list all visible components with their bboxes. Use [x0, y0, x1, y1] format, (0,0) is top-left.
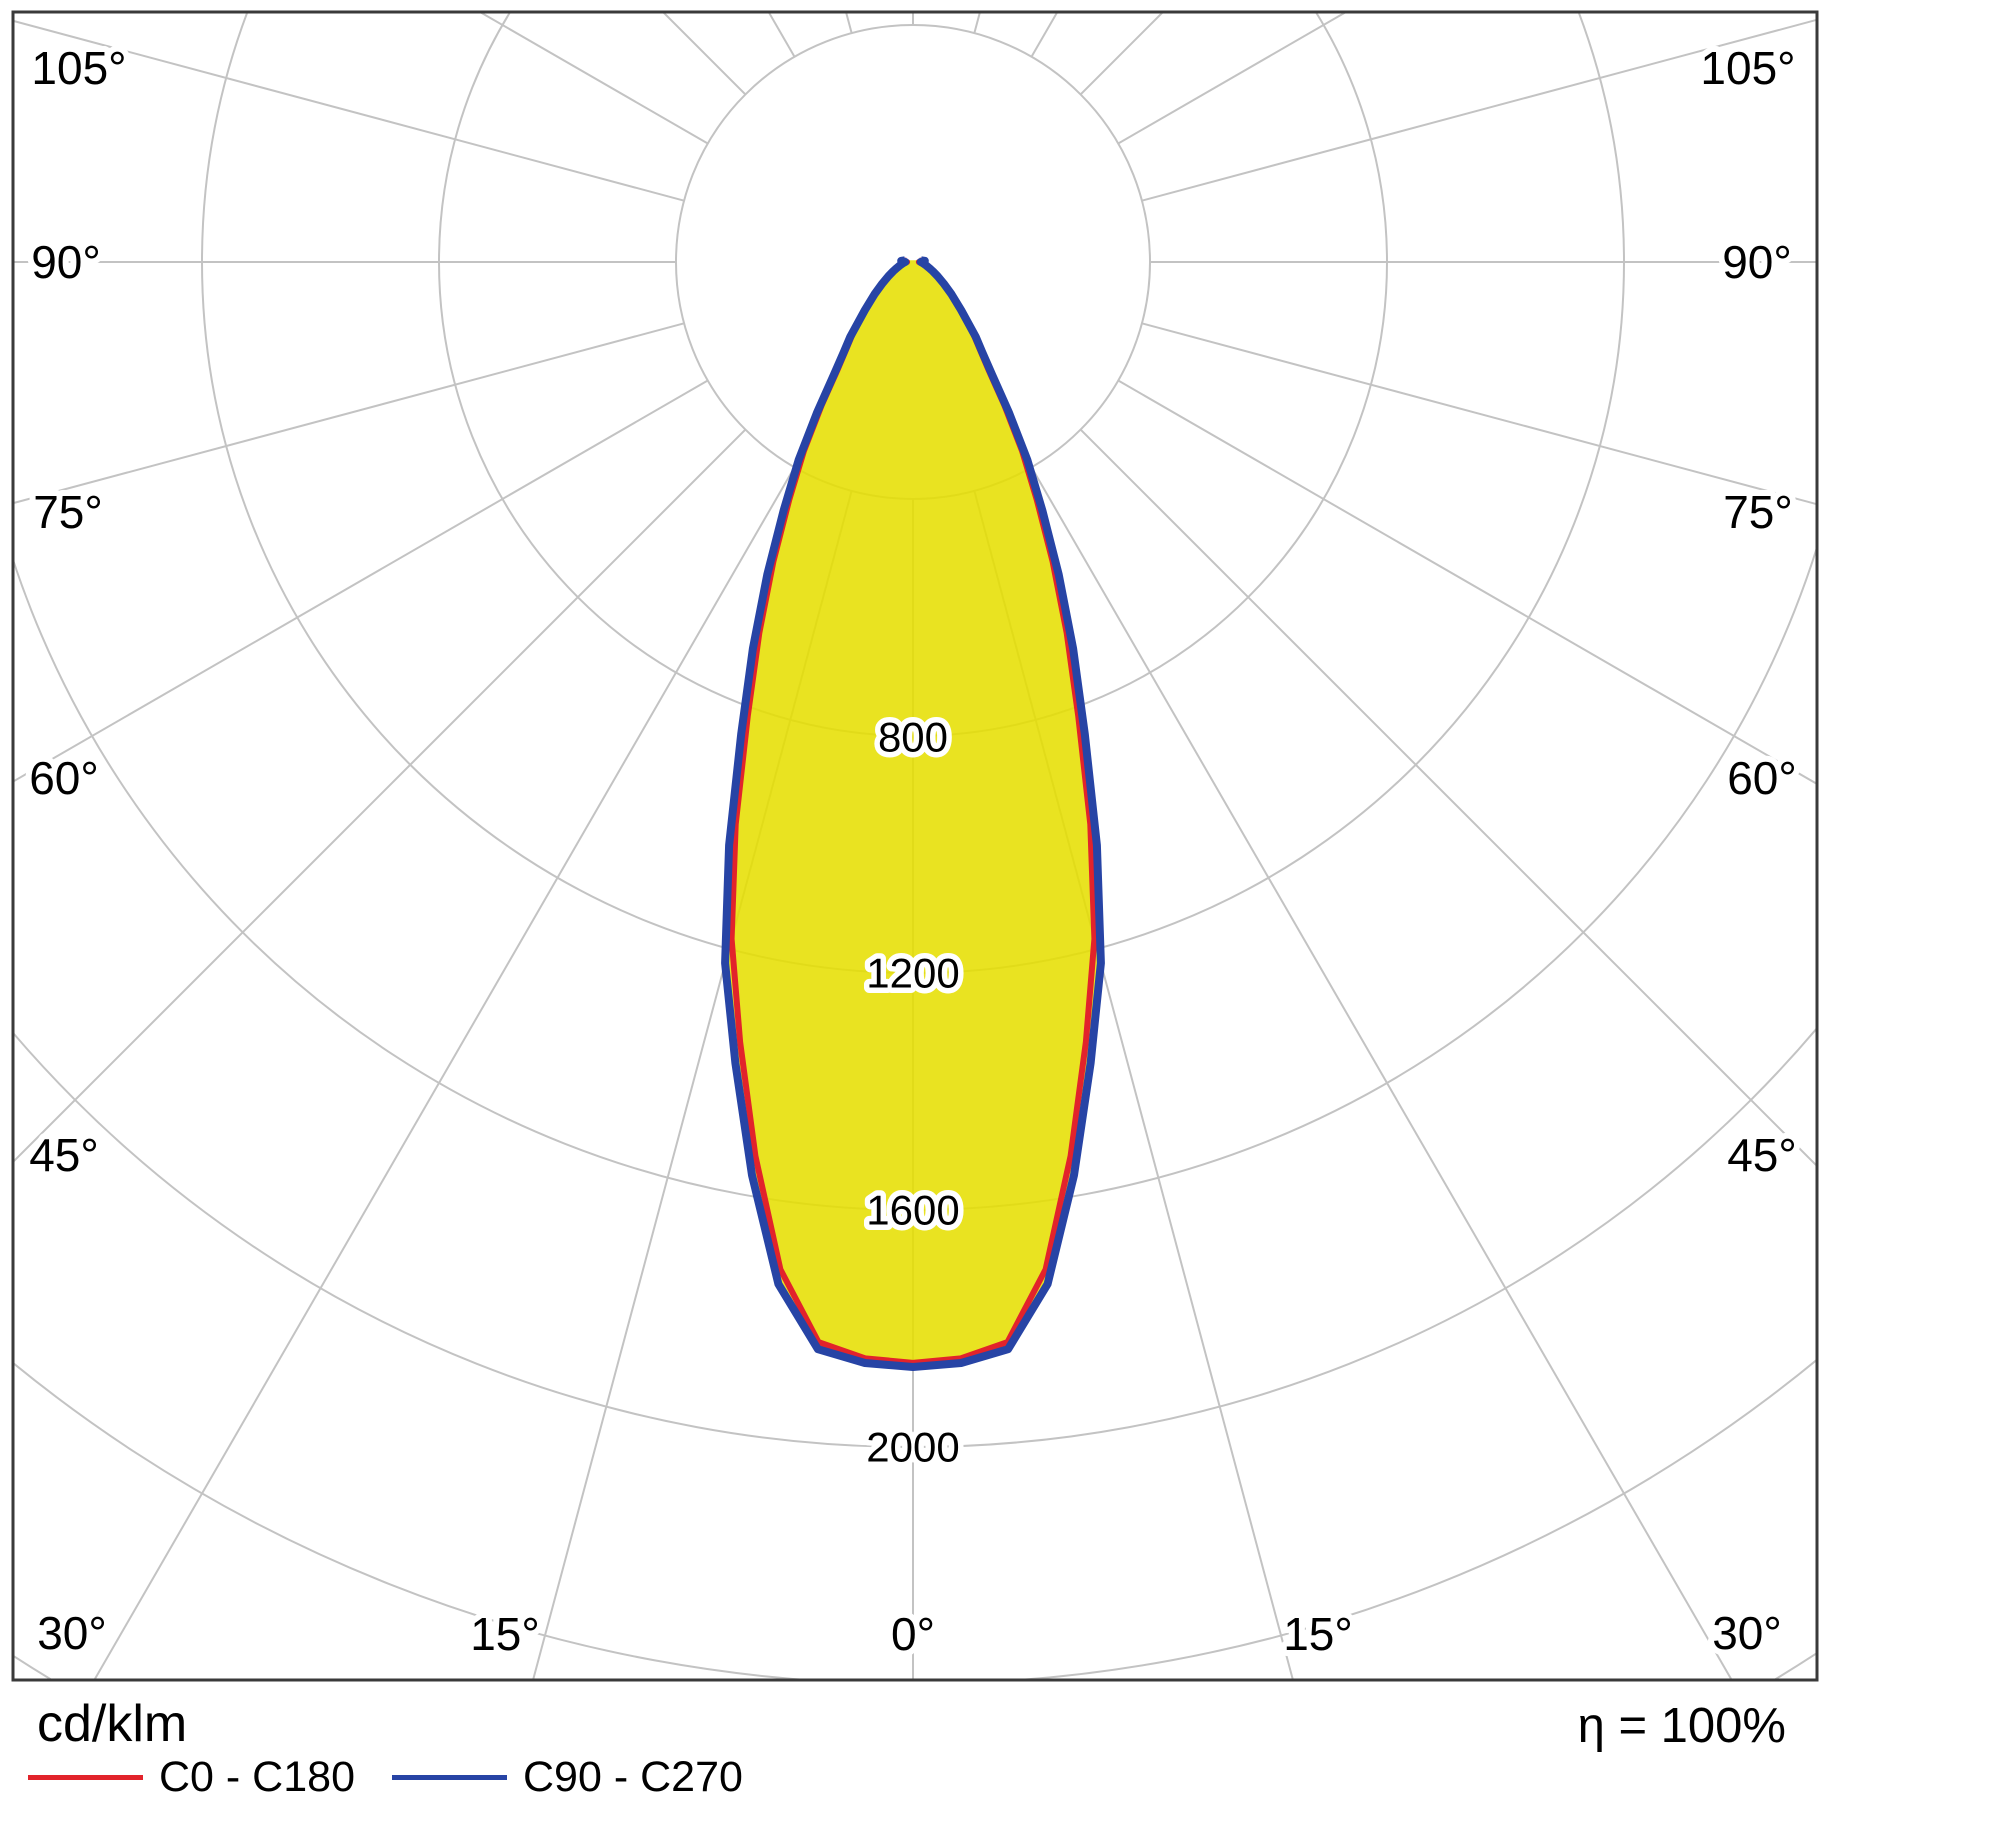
grid-ray-165	[844, 12, 853, 34]
grid-ray-75	[13, 322, 685, 505]
radial-tick-label-2000: 2000	[866, 1424, 959, 1471]
curve-c90-c270	[721, 256, 1105, 1371]
grid-ray-45	[1079, 428, 1817, 1168]
grid-ray-60	[13, 379, 709, 783]
radial-tick-label-1600: 1600	[866, 1187, 959, 1234]
angle-tick-label-4: 45°	[29, 1129, 99, 1181]
legend-label-c90-c270: C90 - C270	[523, 1752, 743, 1801]
angle-tick-label-14: 105°	[1700, 42, 1795, 94]
efficiency-label: η = 100%	[1577, 1699, 1786, 1753]
grid-ray-30	[1030, 466, 1733, 1680]
grid-ray-150	[1030, 12, 1059, 58]
angle-tick-label-11: 60°	[1727, 752, 1797, 804]
grid-ray-105	[13, 19, 685, 202]
angle-tick-label-5: 30°	[37, 1607, 107, 1659]
angle-tick-label-7: 0°	[891, 1608, 935, 1660]
grid-ray-135	[1079, 12, 1165, 96]
angle-tick-label-6: 15°	[470, 1608, 540, 1660]
legend-swatch-c90-c270	[392, 1774, 507, 1780]
beam-fill	[725, 260, 1101, 1367]
angle-tick-label-8: 15°	[1283, 1608, 1353, 1660]
angle-tick-label-13: 90°	[1722, 236, 1792, 288]
radial-tick-label-1200: 1200	[866, 950, 959, 997]
angle-tick-label-12: 75°	[1723, 486, 1793, 538]
legend-item-c0-c180: C0 - C180	[28, 1752, 355, 1801]
legend-label-c0-c180: C0 - C180	[159, 1752, 355, 1801]
angle-tick-label-9: 30°	[1712, 1607, 1782, 1659]
unit-label: cd/klm	[37, 1695, 188, 1753]
grid-ray-45	[13, 428, 747, 1164]
grid-ray-75	[1141, 322, 1817, 506]
radial-tick-label-800: 800	[878, 714, 948, 761]
grid-ray-60	[1117, 379, 1817, 786]
angle-tick-label-3: 60°	[29, 752, 99, 804]
grid-ray-165	[973, 12, 982, 34]
plot-border	[11, 10, 1819, 1682]
grid-ray-30	[93, 466, 796, 1680]
angle-tick-label-2: 75°	[33, 486, 103, 538]
angle-tick-label-10: 45°	[1727, 1129, 1797, 1181]
angle-tick-label-1: 90°	[31, 236, 101, 288]
legend-swatch-c0-c180	[28, 1774, 143, 1780]
angle-tick-label-0: 105°	[31, 42, 126, 94]
grid-ray-120	[1117, 12, 1349, 145]
grid-ray-105	[1141, 18, 1817, 202]
legend-item-c90-c270: C90 - C270	[392, 1752, 743, 1801]
